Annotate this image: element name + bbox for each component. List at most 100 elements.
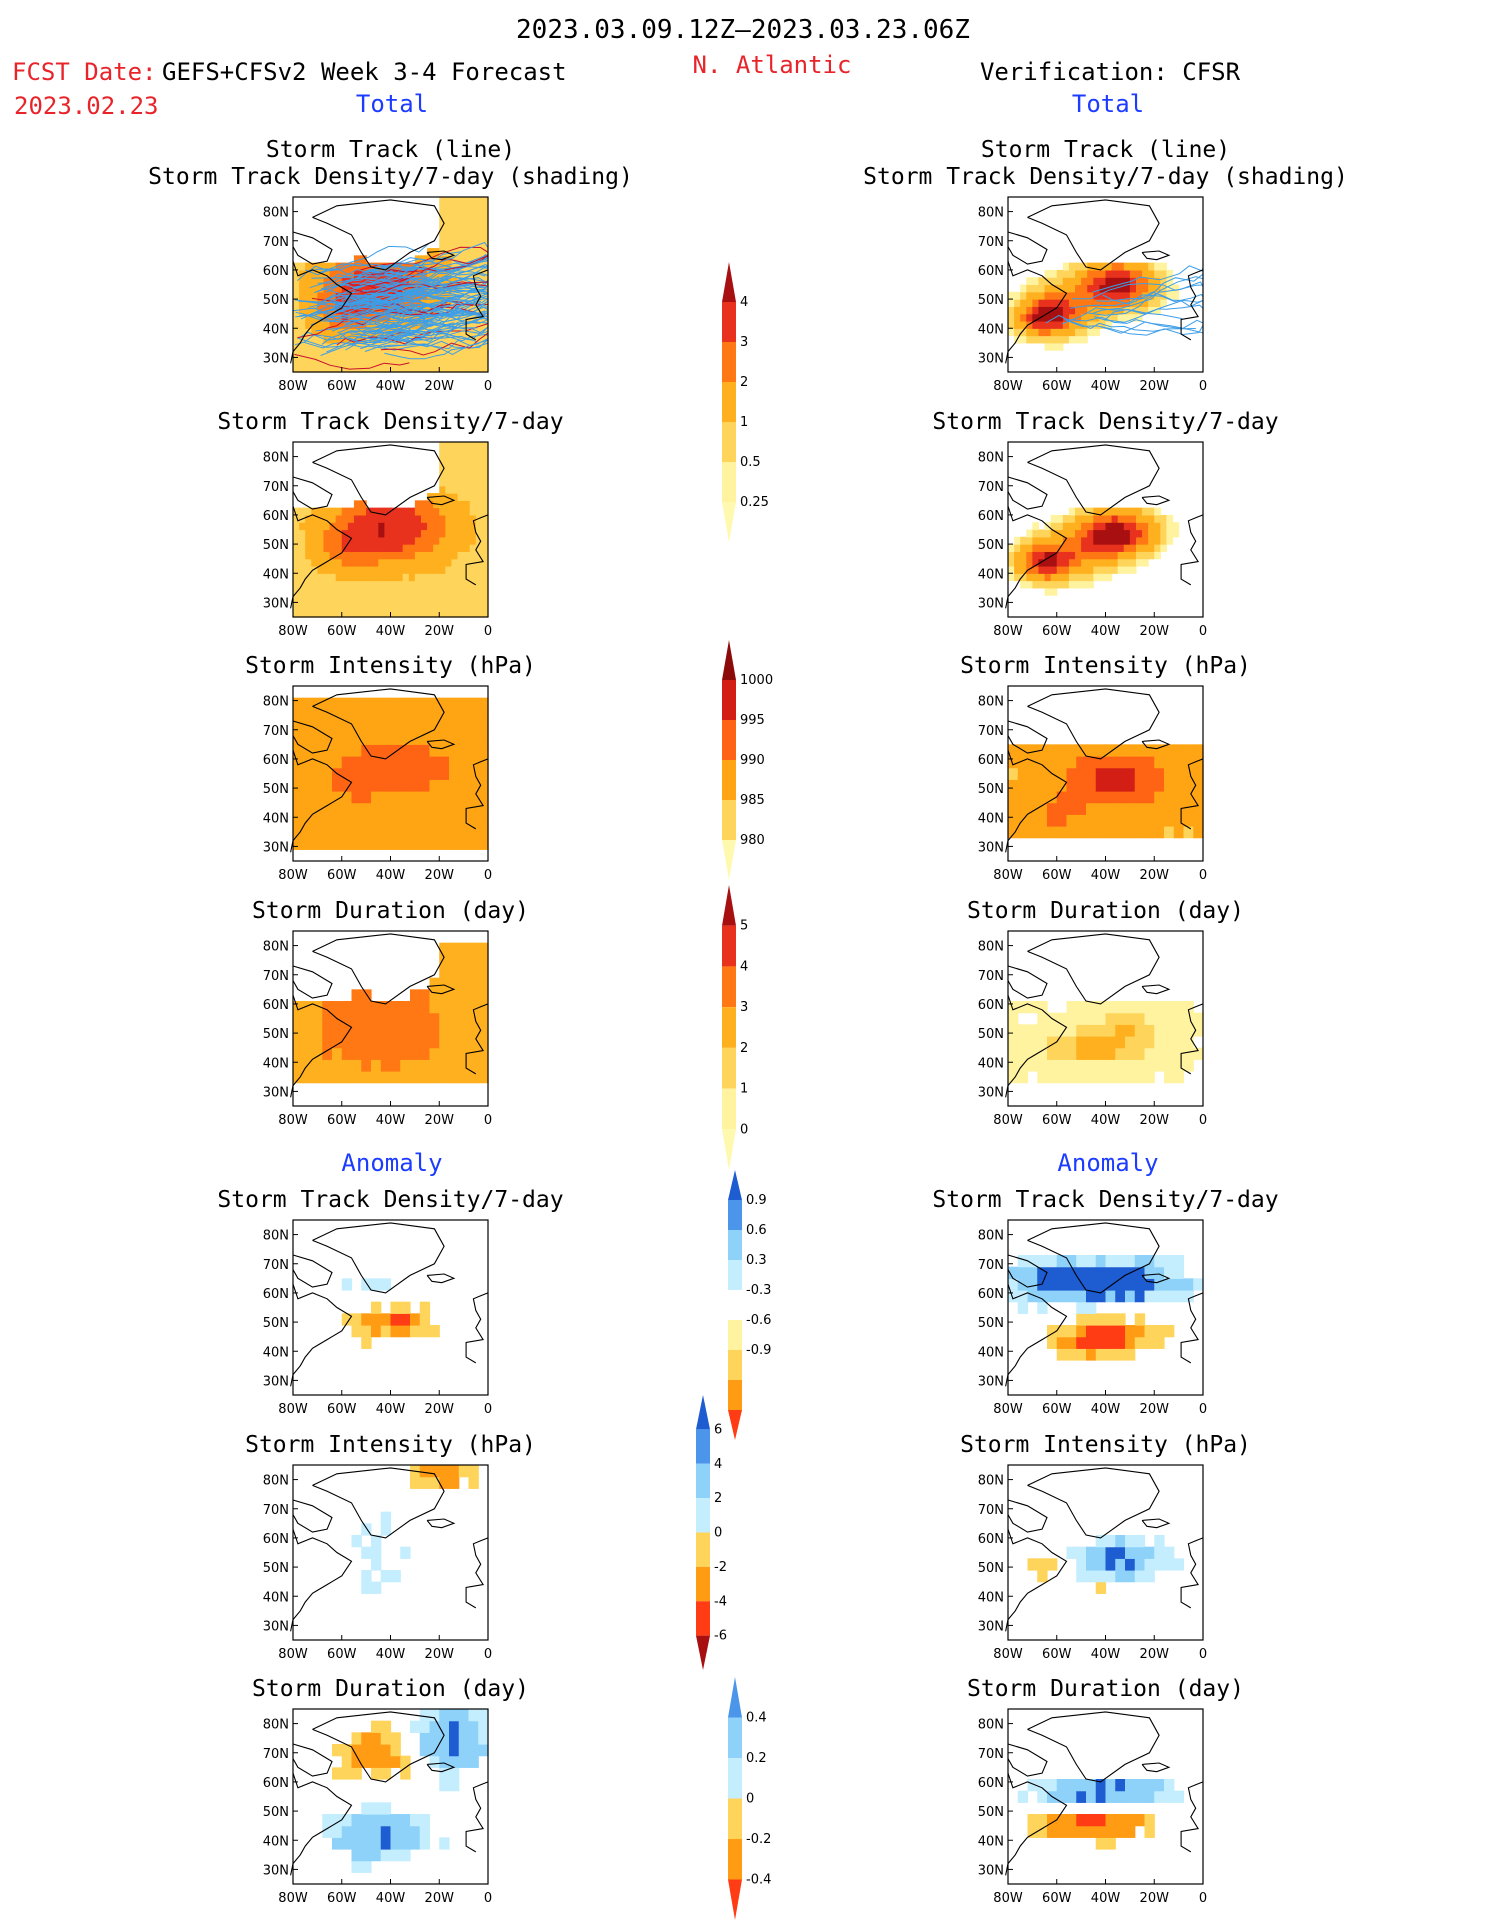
heatmap-cell: [1125, 1036, 1136, 1049]
heatmap-cell: [1129, 522, 1137, 531]
heatmap-cell: [439, 697, 450, 710]
heatmap-cell: [449, 1012, 460, 1025]
heatmap-cell: [478, 1036, 489, 1049]
heatmap-cell: [380, 1767, 392, 1780]
heatmap-cell: [410, 1071, 421, 1084]
heatmap-cell: [1026, 277, 1033, 286]
heatmap-cell: [1038, 335, 1046, 344]
heatmap-cell: [414, 595, 422, 604]
heatmap-cell: [1076, 826, 1087, 839]
heatmap-cell: [351, 1313, 362, 1326]
heatmap-cell: [439, 977, 450, 990]
lat-tick-label: 70N: [978, 1503, 1004, 1518]
heatmap-cell: [1056, 1059, 1068, 1072]
heatmap-cell: [414, 609, 422, 618]
heatmap-cells: [351, 1465, 479, 1594]
heatmap-cell: [427, 255, 434, 264]
lat-tick-label: 50N: [978, 1316, 1004, 1331]
heatmap-cell: [1093, 306, 1101, 315]
heatmap-cell: [420, 544, 428, 552]
heatmap-cell: [372, 536, 379, 545]
heatmap-cell: [439, 1071, 450, 1084]
heatmap-cell: [414, 536, 422, 545]
heatmap-cell: [419, 1024, 431, 1037]
heatmap-cell: [468, 1059, 479, 1072]
heatmap-cell: [1135, 507, 1143, 516]
heatmap-cell: [419, 791, 431, 804]
heatmap-cell: [1032, 529, 1040, 538]
heatmap-cell: [1117, 269, 1125, 278]
heatmap-cell: [1075, 551, 1082, 560]
heatmap-cell: [1115, 1790, 1126, 1803]
heatmap-cell: [299, 544, 306, 552]
heatmap-cell: [312, 767, 323, 780]
heatmap-cell: [463, 328, 471, 337]
heatmap-cell: [1008, 544, 1015, 552]
heatmap-cell: [1160, 536, 1168, 545]
heatmap-cell: [433, 277, 440, 286]
heatmap-cell: [371, 1837, 382, 1850]
heatmap-cell: [1050, 587, 1058, 596]
heatmap-cell: [468, 837, 479, 850]
heatmap-cell: [380, 1036, 392, 1049]
panel-track-forecast: Storm Track (line)Storm Track Density/7-…: [148, 137, 633, 394]
heatmap-cell: [1154, 1290, 1165, 1303]
heatmap-cell: [1142, 262, 1149, 271]
heatmap-cell: [429, 1476, 440, 1489]
heatmap-cell: [1095, 1059, 1107, 1072]
heatmap-cell: [1056, 1814, 1068, 1827]
heatmap-cell: [317, 335, 325, 344]
heatmap-cell: [312, 756, 323, 769]
heatmap-cell: [1099, 544, 1107, 552]
heatmap-cell: [1076, 744, 1087, 757]
coast-segment: [292, 231, 333, 265]
heatmap-cell: [475, 507, 483, 516]
heatmap-cell: [481, 449, 489, 458]
heatmap-cell: [1068, 558, 1076, 567]
coast-segment: [1007, 720, 1048, 754]
heatmap-cell: [1105, 544, 1113, 552]
heatmap-cell: [1050, 536, 1058, 545]
heatmap-cell: [408, 277, 416, 286]
heatmap-cell: [332, 1825, 343, 1838]
heatmap-cell: [1142, 269, 1149, 278]
heatmap-cell: [468, 1744, 479, 1757]
heatmap-cell: [1095, 1313, 1107, 1326]
heatmap-cell: [390, 529, 398, 538]
heatmap-cell: [1020, 544, 1027, 552]
lon-tick-label: 60W: [327, 379, 357, 394]
heatmap-cell: [1014, 320, 1021, 329]
heatmap-cell: [1008, 313, 1015, 322]
heatmap-cell: [1183, 756, 1194, 769]
heatmap-cell: [1144, 814, 1155, 827]
heatmap-cell: [414, 364, 422, 373]
heatmap-cell: [1154, 507, 1161, 516]
heatmap-cell: [468, 1071, 479, 1084]
coast-segment: [1141, 495, 1171, 506]
heatmap-cell: [1027, 1558, 1038, 1571]
heatmap-cell: [457, 485, 465, 494]
heatmap-cell: [1081, 536, 1088, 545]
lat-tick-label: 50N: [978, 1027, 1004, 1042]
heatmap-cell: [323, 551, 331, 560]
heatmap-cell: [1020, 335, 1027, 344]
heatmap-cell: [1076, 814, 1087, 827]
heatmap-cell: [1117, 544, 1125, 552]
heatmap-cell: [1020, 558, 1027, 567]
heatmap-cell: [1037, 1036, 1048, 1049]
heatmap-cell: [427, 573, 434, 582]
heatmap-cell: [329, 580, 337, 589]
heatmap-cell: [323, 291, 331, 300]
heatmap-cell: [1017, 779, 1029, 792]
heatmap-cell: [1066, 1790, 1077, 1803]
heatmap-cell: [384, 522, 392, 531]
lat-tick-label: 70N: [978, 1747, 1004, 1762]
heatmap-cell: [463, 522, 471, 531]
heatmap-cell: [1142, 522, 1149, 531]
heatmap-cell: [468, 1001, 479, 1014]
heatmap-cell: [1081, 328, 1088, 337]
heatmap-cell: [445, 299, 453, 307]
heatmap-cell: [329, 350, 337, 359]
heatmap-cell: [481, 350, 489, 359]
